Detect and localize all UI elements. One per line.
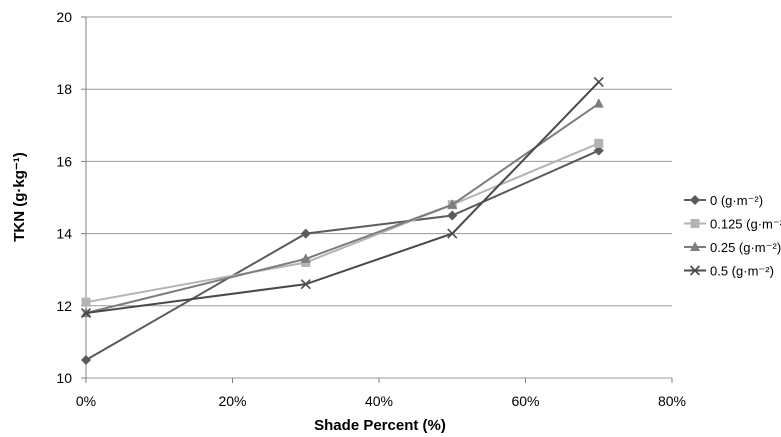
series-1: [81, 138, 604, 307]
x-tick-label: 40%: [365, 393, 393, 409]
legend-label: 0 (g·m⁻²): [710, 193, 763, 208]
legend-label: 0.25 (g·m⁻²): [710, 240, 781, 255]
data-point-s1-p3: [594, 138, 604, 148]
data-point-s0-p0: [81, 354, 91, 365]
x-marker-stroke: [80, 307, 92, 319]
legend-item-3: 0.5 (g·m⁻²): [684, 264, 774, 279]
series-2: [81, 98, 604, 318]
series-line-2: [85, 102, 600, 314]
x-tick-label: 0%: [76, 393, 96, 409]
legend-swatch-marker: [690, 195, 700, 205]
y-tick-label: 16: [56, 153, 72, 169]
x-marker-stroke: [689, 265, 701, 276]
data-point-s2-p2: [447, 199, 458, 209]
legend-label: 0.125 (g·m⁻²): [710, 217, 781, 232]
y-tick-label: 12: [56, 298, 72, 314]
series-line-3: [85, 81, 600, 315]
gridlines: [85, 16, 672, 379]
data-point-s1-p0: [81, 297, 91, 307]
x-marker-stroke: [593, 76, 604, 88]
data-point-s3-p3: [593, 76, 604, 88]
series-line-0: [85, 149, 600, 361]
data-point-s0-p1: [300, 228, 311, 239]
x-tick-label: 80%: [658, 393, 686, 409]
series-3: [80, 76, 604, 319]
series-line-1: [85, 142, 600, 304]
x-marker-stroke: [447, 228, 458, 239]
series-0: [81, 145, 604, 365]
data-point-s2-p3: [593, 98, 604, 108]
data-point-s3-p2: [447, 228, 458, 239]
x-axis-title: Shade Percent (%): [314, 417, 446, 434]
data-point-s3-p1: [300, 279, 311, 290]
legend-item-0: 0 (g·m⁻²): [684, 193, 763, 208]
data-point-s0-p2: [447, 210, 458, 221]
data-point-s2-p1: [300, 253, 311, 263]
x-axis-ticks: 0% 20% 40% 60% 80%: [76, 378, 686, 409]
y-axis-ticks: 10 12 14 16 18 20: [56, 9, 86, 386]
legend-swatch-marker: [689, 265, 701, 276]
legend-label: 0.5 (g·m⁻²): [710, 264, 774, 279]
y-tick-label: 20: [56, 9, 72, 25]
legend-swatch-marker: [690, 219, 700, 228]
y-tick-label: 18: [56, 81, 72, 97]
y-axis-title: TKN (g·kg⁻¹): [11, 152, 28, 242]
x-tick-label: 20%: [218, 393, 246, 409]
series-group: [80, 76, 604, 365]
y-tick-label: 14: [56, 226, 72, 242]
legend-item-2: 0.25 (g·m⁻²): [684, 240, 781, 255]
legend-item-1: 0.125 (g·m⁻²): [684, 217, 781, 232]
x-marker-stroke: [300, 279, 311, 290]
legend-swatch-marker: [690, 241, 700, 251]
x-tick-label: 60%: [511, 393, 539, 409]
data-point-s3-p0: [80, 307, 92, 319]
data-point-s0-p3: [593, 145, 604, 156]
legend: 0 (g·m⁻²) 0.125 (g·m⁻²) 0.25 (g·m⁻²) 0.5 (g…: [684, 193, 781, 279]
y-tick-label: 10: [56, 370, 72, 386]
